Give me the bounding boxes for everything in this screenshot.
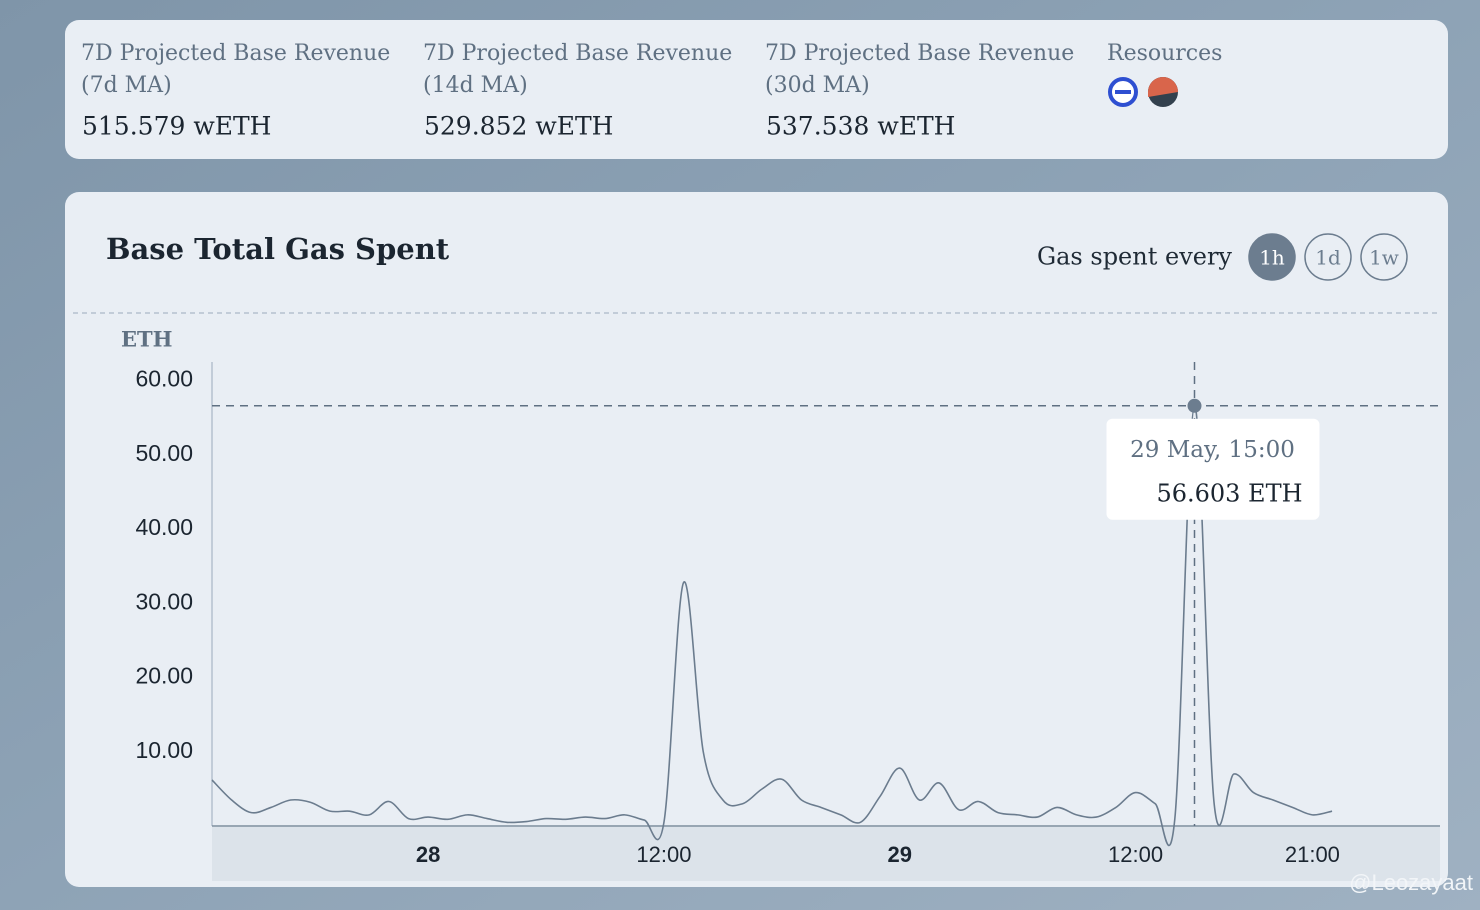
chart-card xyxy=(65,192,1448,887)
x-tick-label: 28 xyxy=(416,842,440,867)
stat-label: 7D Projected Base Revenue (30d MA) xyxy=(765,41,1074,98)
stats: 7D Projected Base Revenue (7d MA) 515.579 … xyxy=(81,41,1074,141)
stat-label-line: 7D Projected Base Revenue xyxy=(81,41,390,66)
hover-point xyxy=(1187,398,1202,413)
interval-button-label[interactable]: 1d xyxy=(1315,246,1341,270)
interval-button-bg[interactable] xyxy=(1248,233,1296,281)
tooltip-date: 29 May, 15:00 xyxy=(1130,437,1295,463)
y-tick-label: 60.00 xyxy=(135,366,193,392)
x-tick-label: 12:00 xyxy=(1108,842,1163,867)
interval-button-label[interactable]: 1h xyxy=(1259,246,1285,270)
stat-label-line: (30d MA) xyxy=(765,73,870,98)
x-tick-label: 21:00 xyxy=(1285,842,1340,867)
stat-value: 537.538 wETH xyxy=(766,112,955,141)
interval-button-bg[interactable] xyxy=(1304,233,1352,281)
stat-label-line: 7D Projected Base Revenue xyxy=(423,41,732,66)
y-tick-label: 20.00 xyxy=(135,663,193,689)
interval-button-bg[interactable] xyxy=(1360,233,1408,281)
y-tick-label: 30.00 xyxy=(135,588,193,614)
interval-options: 1h 1d 1w xyxy=(1248,233,1408,281)
chart-title: Base Total Gas Spent xyxy=(106,232,450,266)
stat-value: 515.579 wETH xyxy=(82,112,271,141)
resource-icon[interactable] xyxy=(1108,77,1138,107)
plot: 10.00 20.00 30.00 40.00 50.00 60.00 28 12:00 29 1… xyxy=(135,362,1440,867)
stat-value: 529.852 wETH xyxy=(424,112,613,141)
y-tick-label: 50.00 xyxy=(135,440,193,466)
stat-label-line: 7D Projected Base Revenue xyxy=(765,41,1074,66)
interval-button[interactable]: 1w xyxy=(1360,233,1408,281)
stat-label: 7D Projected Base Revenue (7d MA) xyxy=(81,41,390,98)
y-axis-label: ETH xyxy=(121,327,172,352)
stats-card xyxy=(65,20,1448,159)
interval-label: Gas spent every xyxy=(1037,243,1232,271)
stat-label: 7D Projected Base Revenue (14d MA) xyxy=(423,41,732,98)
interval-button-label[interactable]: 1w xyxy=(1369,246,1399,270)
x-axis-band xyxy=(212,827,1440,881)
x-tick-label: 12:00 xyxy=(636,842,691,867)
y-tick-label: 40.00 xyxy=(135,514,193,540)
tooltip xyxy=(1106,418,1320,520)
interval-button[interactable]: 1d xyxy=(1304,233,1352,281)
x-tick-label: 29 xyxy=(888,842,912,867)
line-series xyxy=(211,404,1333,847)
tooltip-value: 56.603 ETH xyxy=(1156,479,1302,507)
watermark: @Leozayaat xyxy=(1349,870,1473,895)
interval-button[interactable]: 1h xyxy=(1248,233,1296,281)
stat-label-line: (7d MA) xyxy=(81,73,172,98)
resource-icon[interactable] xyxy=(1148,77,1178,107)
y-tick-label: 10.00 xyxy=(135,737,193,763)
stat-label-line: (14d MA) xyxy=(423,73,528,98)
resources-title: Resources xyxy=(1107,41,1222,66)
